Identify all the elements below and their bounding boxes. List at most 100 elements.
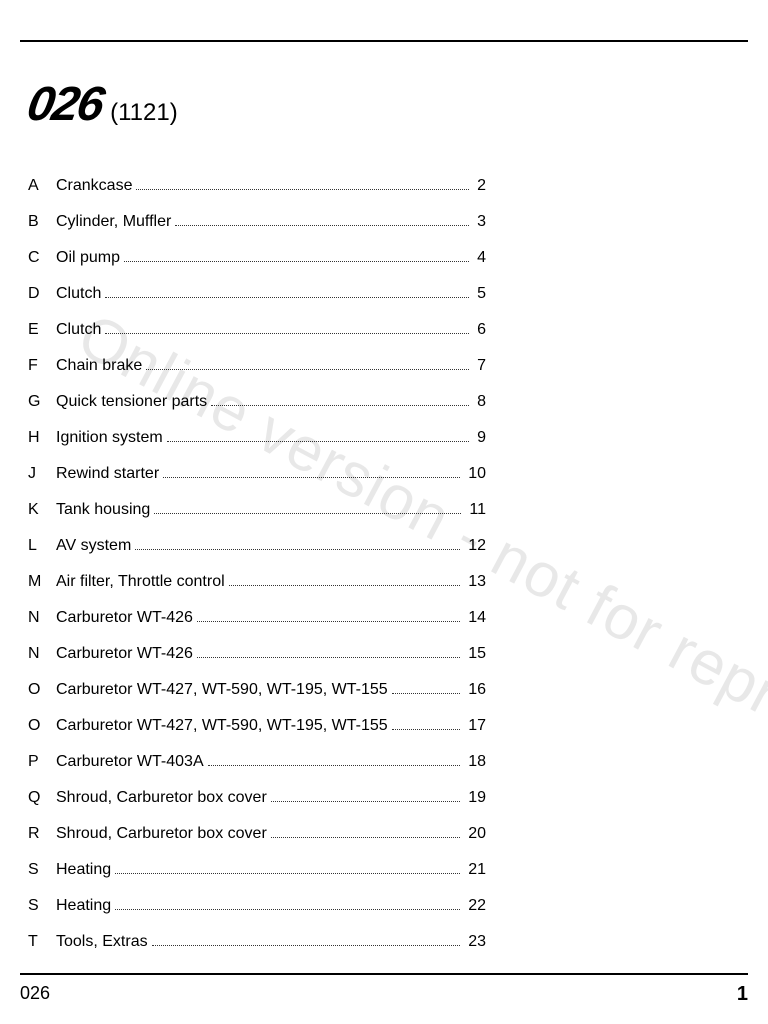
title-main: 026 <box>23 77 107 132</box>
toc-letter: T <box>28 933 56 951</box>
toc-entry: AV system12 <box>56 537 486 555</box>
toc-label: Carburetor WT-427, WT-590, WT-195, WT-15… <box>56 681 388 699</box>
table-of-contents: ACrankcase 2 BCylinder, Muffler 3 COil pump4… <box>20 177 748 951</box>
toc-entry: Carburetor WT-403A18 <box>56 753 486 771</box>
toc-row: KTank housing11 <box>28 501 740 519</box>
toc-leader-dots <box>211 405 469 406</box>
toc-entry: Clutch 5 <box>56 285 486 303</box>
toc-leader-dots <box>229 585 461 586</box>
toc-row: PCarburetor WT-403A18 <box>28 753 740 771</box>
toc-row: FChain brake 7 <box>28 357 740 375</box>
toc-letter: A <box>28 177 56 195</box>
title-sub: (1121) <box>110 99 178 127</box>
toc-row: OCarburetor WT-427, WT-590, WT-195, WT-1… <box>28 717 740 735</box>
toc-page-number: 17 <box>464 717 486 735</box>
toc-entry: Heating22 <box>56 897 486 915</box>
toc-leader-dots <box>167 441 469 442</box>
toc-entry: Shroud, Carburetor box cover20 <box>56 825 486 843</box>
toc-row: MAir filter, Throttle control 13 <box>28 573 740 591</box>
toc-page-number: 14 <box>464 609 486 627</box>
toc-letter: B <box>28 213 56 231</box>
footer-model: 026 <box>20 983 50 1006</box>
toc-page-number: 2 <box>473 177 486 195</box>
toc-page-number: 7 <box>473 357 486 375</box>
toc-letter: Q <box>28 789 56 807</box>
toc-letter: O <box>28 717 56 735</box>
toc-row: RShroud, Carburetor box cover20 <box>28 825 740 843</box>
toc-page-number: 3 <box>473 213 486 231</box>
toc-label: Oil pump <box>56 249 120 267</box>
toc-letter: C <box>28 249 56 267</box>
toc-entry: Cylinder, Muffler 3 <box>56 213 486 231</box>
toc-label: Crankcase <box>56 177 132 195</box>
toc-label: Tank housing <box>56 501 150 519</box>
toc-row: NCarburetor WT-42615 <box>28 645 740 663</box>
toc-entry: Shroud, Carburetor box cover19 <box>56 789 486 807</box>
toc-label: Shroud, Carburetor box cover <box>56 789 267 807</box>
toc-leader-dots <box>271 837 460 838</box>
toc-entry: Heating21 <box>56 861 486 879</box>
toc-label: Chain brake <box>56 357 142 375</box>
toc-label: Clutch <box>56 321 101 339</box>
toc-entry: Tank housing11 <box>56 501 486 519</box>
toc-leader-dots <box>175 225 469 226</box>
toc-page-number: 16 <box>464 681 486 699</box>
toc-label: Carburetor WT-403A <box>56 753 204 771</box>
toc-row: HIgnition system 9 <box>28 429 740 447</box>
toc-page-number: 23 <box>464 933 486 951</box>
toc-letter: L <box>28 537 56 555</box>
toc-letter: F <box>28 357 56 375</box>
toc-label: Air filter, Throttle control <box>56 573 225 591</box>
toc-leader-dots <box>124 261 469 262</box>
toc-leader-dots <box>163 477 460 478</box>
toc-entry: Oil pump4 <box>56 249 486 267</box>
toc-label: Tools, Extras <box>56 933 148 951</box>
toc-label: Ignition system <box>56 429 163 447</box>
toc-letter: P <box>28 753 56 771</box>
toc-row: NCarburetor WT-42614 <box>28 609 740 627</box>
toc-letter: S <box>28 861 56 879</box>
toc-label: Cylinder, Muffler <box>56 213 171 231</box>
toc-page-number: 5 <box>473 285 486 303</box>
toc-page-number: 20 <box>464 825 486 843</box>
toc-letter: M <box>28 573 56 591</box>
toc-row: OCarburetor WT-427, WT-590, WT-195, WT-1… <box>28 681 740 699</box>
top-divider <box>20 40 748 42</box>
toc-leader-dots <box>392 729 461 730</box>
toc-entry: Crankcase 2 <box>56 177 486 195</box>
toc-row: TTools, Extras 23 <box>28 933 740 951</box>
toc-letter: E <box>28 321 56 339</box>
toc-entry: Air filter, Throttle control 13 <box>56 573 486 591</box>
toc-entry: Clutch 6 <box>56 321 486 339</box>
toc-entry: Carburetor WT-42615 <box>56 645 486 663</box>
toc-letter: R <box>28 825 56 843</box>
toc-page-number: 10 <box>464 465 486 483</box>
toc-leader-dots <box>392 693 461 694</box>
toc-leader-dots <box>152 945 461 946</box>
toc-leader-dots <box>105 297 469 298</box>
toc-row: SHeating21 <box>28 861 740 879</box>
toc-label: Carburetor WT-427, WT-590, WT-195, WT-15… <box>56 717 388 735</box>
toc-row: GQuick tensioner parts8 <box>28 393 740 411</box>
toc-letter: K <box>28 501 56 519</box>
toc-letter: H <box>28 429 56 447</box>
toc-entry: Tools, Extras 23 <box>56 933 486 951</box>
toc-entry: Carburetor WT-42614 <box>56 609 486 627</box>
toc-page-number: 13 <box>464 573 486 591</box>
toc-letter: D <box>28 285 56 303</box>
toc-row: DClutch 5 <box>28 285 740 303</box>
toc-entry: Quick tensioner parts8 <box>56 393 486 411</box>
toc-leader-dots <box>115 873 460 874</box>
toc-row: ACrankcase 2 <box>28 177 740 195</box>
toc-leader-dots <box>115 909 460 910</box>
toc-label: Rewind starter <box>56 465 159 483</box>
page-footer: 026 1 <box>20 973 748 1006</box>
footer-page-number: 1 <box>737 983 748 1006</box>
toc-page-number: 9 <box>473 429 486 447</box>
toc-letter: N <box>28 645 56 663</box>
toc-label: Clutch <box>56 285 101 303</box>
toc-page-number: 6 <box>473 321 486 339</box>
toc-leader-dots <box>105 333 469 334</box>
toc-label: Carburetor WT-426 <box>56 645 193 663</box>
toc-entry: Carburetor WT-427, WT-590, WT-195, WT-15… <box>56 681 486 699</box>
